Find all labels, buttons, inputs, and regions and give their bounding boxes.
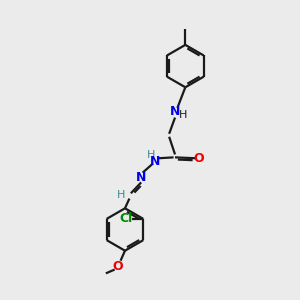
Text: N: N	[170, 105, 180, 118]
Text: H: H	[117, 190, 125, 200]
Text: N: N	[150, 155, 160, 168]
Text: Cl: Cl	[119, 212, 132, 225]
Text: H: H	[179, 110, 188, 120]
Text: H: H	[146, 150, 155, 160]
Text: O: O	[194, 152, 205, 165]
Text: O: O	[112, 260, 123, 272]
Text: N: N	[136, 172, 146, 184]
